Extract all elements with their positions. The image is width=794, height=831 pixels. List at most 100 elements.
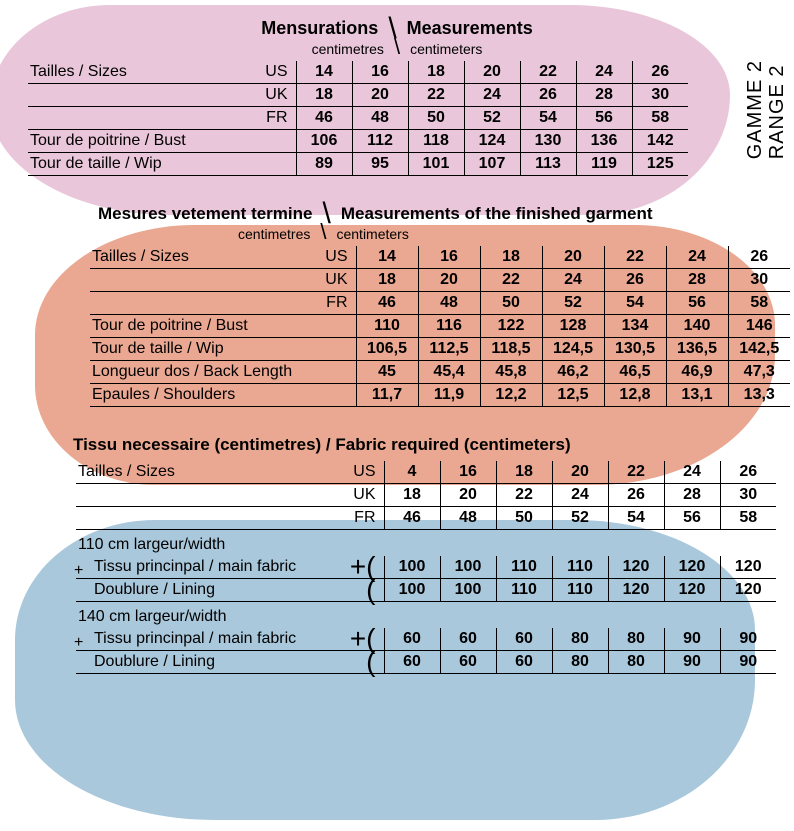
cell: 120 [664, 556, 720, 579]
cell: 22 [520, 61, 576, 84]
cell: 54 [608, 507, 664, 530]
finished-garment-table: Tailles / Sizes US 14161820222426 UK 182… [90, 246, 790, 407]
block1-subheader: centimetres \ centimeters [28, 41, 766, 57]
cell: 26 [608, 484, 664, 507]
cell: 24 [552, 484, 608, 507]
measurements-block: Mensurations \ Measurements centimetres … [28, 18, 766, 176]
empty [76, 507, 336, 530]
empty [90, 269, 308, 292]
cell: 22 [608, 461, 664, 484]
cell: 110 [552, 556, 608, 579]
cell: 100 [384, 579, 440, 602]
cell: 118,5 [480, 338, 542, 361]
cell: 54 [520, 107, 576, 130]
cell: 14 [296, 61, 352, 84]
cell: 48 [440, 507, 496, 530]
brace-icon: ( [366, 574, 375, 605]
cell: 90 [664, 651, 720, 674]
cell: 100 [384, 556, 440, 579]
region-us: US [248, 61, 296, 84]
table-row: +Tissu princinpal / main fabric +( 60606… [76, 628, 776, 651]
cell: 110 [496, 556, 552, 579]
cell: 22 [604, 246, 666, 269]
cell: 46 [384, 507, 440, 530]
sizes-label: Tailles / Sizes [28, 61, 248, 84]
region-fr: FR [248, 107, 296, 130]
divider-slash: \ [320, 226, 326, 242]
cell: 12,2 [480, 384, 542, 407]
cell: 100 [440, 579, 496, 602]
empty [28, 84, 248, 107]
cell: 45 [356, 361, 418, 384]
brace-cell: ( [336, 651, 384, 674]
cell: 18 [408, 61, 464, 84]
table-row: Doublure / Lining ( 10010011011012012012… [76, 579, 776, 602]
section-110: 110 cm largeur/width [76, 530, 776, 557]
cell: 12,5 [542, 384, 604, 407]
brace-icon: ( [366, 646, 375, 677]
table-row: Tour de taille / Wip 8995101107113119125 [28, 153, 688, 176]
cell: 142,5 [728, 338, 790, 361]
block2-header: Mesures vetement termine \ Measurements … [28, 204, 766, 224]
cell: 30 [728, 269, 790, 292]
cell: 80 [608, 628, 664, 651]
cell: 30 [632, 84, 688, 107]
cell: 90 [720, 628, 776, 651]
cell: 60 [384, 628, 440, 651]
cell: 20 [352, 84, 408, 107]
cell: 120 [608, 556, 664, 579]
cell: 30 [720, 484, 776, 507]
cell: 18 [356, 269, 418, 292]
cell: 22 [408, 84, 464, 107]
block3-title: Tissu necessaire (centimetres) / Fabric … [28, 435, 766, 455]
region-uk: UK [308, 269, 356, 292]
table-row: Tour de poitrine / Bust 1101161221281341… [90, 315, 790, 338]
main-fabric-label: +Tissu princinpal / main fabric [76, 628, 336, 651]
cell: 140 [666, 315, 728, 338]
table-row: Longueur dos / Back Length 4545,445,846,… [90, 361, 790, 384]
cell: 11,7 [356, 384, 418, 407]
cell: 18 [496, 461, 552, 484]
brace-cell: +( [336, 628, 384, 651]
cell: 142 [632, 130, 688, 153]
cell: 130,5 [604, 338, 666, 361]
cell: 112,5 [418, 338, 480, 361]
table-row: Tailles / Sizes US 14161820222426 [28, 61, 688, 84]
region-uk: UK [336, 484, 384, 507]
shoulders-label: Epaules / Shoulders [90, 384, 356, 407]
table-row: FR 46485052545658 [76, 507, 776, 530]
cell: 101 [408, 153, 464, 176]
cell: 134 [604, 315, 666, 338]
cell: 50 [496, 507, 552, 530]
cell: 80 [552, 628, 608, 651]
cell: 120 [608, 579, 664, 602]
cell: 54 [604, 292, 666, 315]
cell: 80 [608, 651, 664, 674]
cell: 11,9 [418, 384, 480, 407]
cell: 24 [666, 246, 728, 269]
cell: 18 [384, 484, 440, 507]
cell: 47,3 [728, 361, 790, 384]
cell: 4 [384, 461, 440, 484]
cell: 118 [408, 130, 464, 153]
cell: 136 [576, 130, 632, 153]
cell: 18 [296, 84, 352, 107]
region-uk: UK [248, 84, 296, 107]
fabric-required-table: Tailles / Sizes US 4161820222426 UK 1820… [76, 461, 776, 674]
block2-sub-fr: centimetres [238, 226, 310, 242]
block2-sub-en: centimeters [336, 226, 408, 242]
cell: 22 [496, 484, 552, 507]
region-fr: FR [308, 292, 356, 315]
table-row: FR 46485052545658 [28, 107, 688, 130]
table-row: +Tissu princinpal / main fabric +( 10010… [76, 556, 776, 579]
table-row: FR 46485052545658 [90, 292, 790, 315]
cell: 52 [552, 507, 608, 530]
region-us: US [308, 246, 356, 269]
cell: 120 [664, 579, 720, 602]
cell: 28 [664, 484, 720, 507]
lining-label: Doublure / Lining [76, 651, 336, 674]
cell: 95 [352, 153, 408, 176]
cell: 46,2 [542, 361, 604, 384]
cell: 60 [440, 651, 496, 674]
cell: 58 [728, 292, 790, 315]
